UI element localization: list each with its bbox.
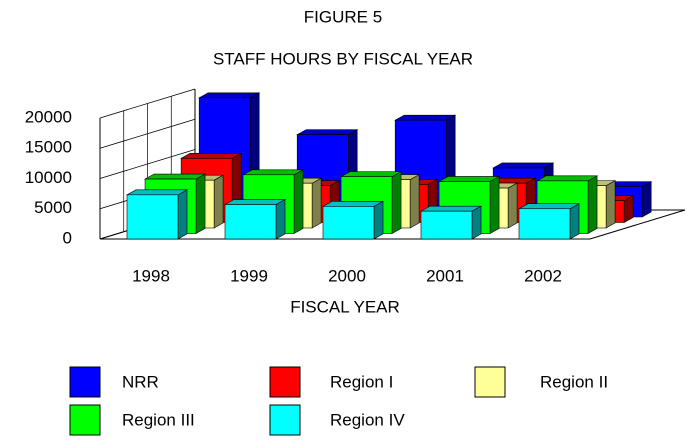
bar-top bbox=[296, 129, 359, 135]
bar-side bbox=[177, 189, 188, 240]
legend-swatch bbox=[69, 366, 101, 398]
bar-top bbox=[394, 114, 457, 121]
legend-label: NRR bbox=[122, 372, 159, 391]
bar-top bbox=[535, 175, 599, 182]
bar-side bbox=[569, 203, 580, 240]
bar-front bbox=[518, 208, 571, 240]
bar-side bbox=[507, 182, 518, 229]
bar-top bbox=[198, 92, 261, 99]
bar-side bbox=[391, 171, 402, 234]
bar-front bbox=[126, 194, 179, 240]
bar bbox=[321, 200, 385, 240]
y-tick-label: 5000 bbox=[34, 198, 72, 217]
y-tick-label: 15000 bbox=[25, 138, 72, 157]
x-tick-label: 2001 bbox=[426, 266, 464, 285]
bar-side bbox=[489, 175, 500, 234]
bar-top bbox=[492, 162, 555, 169]
y-tick-label: 0 bbox=[63, 228, 72, 247]
bar-side bbox=[275, 199, 286, 240]
bar-top bbox=[125, 189, 189, 196]
grid-line bbox=[99, 118, 196, 149]
bar-front bbox=[420, 210, 473, 240]
bar-side bbox=[213, 174, 224, 229]
bar-front bbox=[224, 204, 277, 240]
bar-top bbox=[437, 176, 501, 182]
bar-top bbox=[517, 203, 581, 210]
bar-top bbox=[143, 173, 207, 180]
bar bbox=[223, 199, 287, 240]
bar-front bbox=[322, 206, 375, 240]
bar-top bbox=[321, 201, 385, 207]
x-tick-label: 1998 bbox=[132, 266, 170, 285]
bar-top bbox=[339, 171, 403, 177]
x-tick-label: 1999 bbox=[230, 266, 268, 285]
bar-side bbox=[293, 169, 304, 234]
legend-swatch bbox=[269, 404, 301, 436]
bar-side bbox=[605, 180, 616, 229]
bar-top bbox=[223, 199, 287, 205]
bar-side bbox=[471, 205, 482, 240]
y-tick-label: 20000 bbox=[25, 107, 72, 126]
legend-swatch bbox=[69, 404, 101, 436]
bar bbox=[419, 205, 483, 240]
bar-top bbox=[419, 205, 483, 212]
bar bbox=[517, 203, 581, 240]
chart-subtitle: STAFF HOURS BY FISCAL YEAR bbox=[213, 49, 473, 68]
legend-swatch bbox=[474, 366, 506, 398]
grid-line bbox=[99, 149, 196, 179]
bar-side bbox=[587, 175, 598, 234]
bar-side bbox=[311, 177, 322, 229]
y-tick-label: 10000 bbox=[25, 168, 72, 187]
legend-label: Region I bbox=[330, 372, 393, 391]
bar-side bbox=[195, 173, 206, 234]
bar bbox=[125, 189, 189, 240]
bar-top bbox=[241, 169, 305, 176]
bar-side bbox=[373, 200, 384, 240]
legend-swatch bbox=[269, 366, 301, 398]
chart-title: FIGURE 5 bbox=[304, 7, 382, 26]
legend-label: Region II bbox=[540, 372, 608, 391]
bar-top bbox=[179, 153, 243, 159]
bar-side bbox=[409, 174, 420, 229]
bar-side bbox=[641, 181, 652, 218]
x-axis-title: FISCAL YEAR bbox=[290, 297, 400, 316]
legend-label: Region IV bbox=[330, 410, 405, 429]
x-tick-label: 2002 bbox=[524, 266, 562, 285]
x-tick-label: 2000 bbox=[328, 266, 366, 285]
legend-label: Region III bbox=[122, 410, 195, 429]
grid-line bbox=[99, 88, 196, 119]
